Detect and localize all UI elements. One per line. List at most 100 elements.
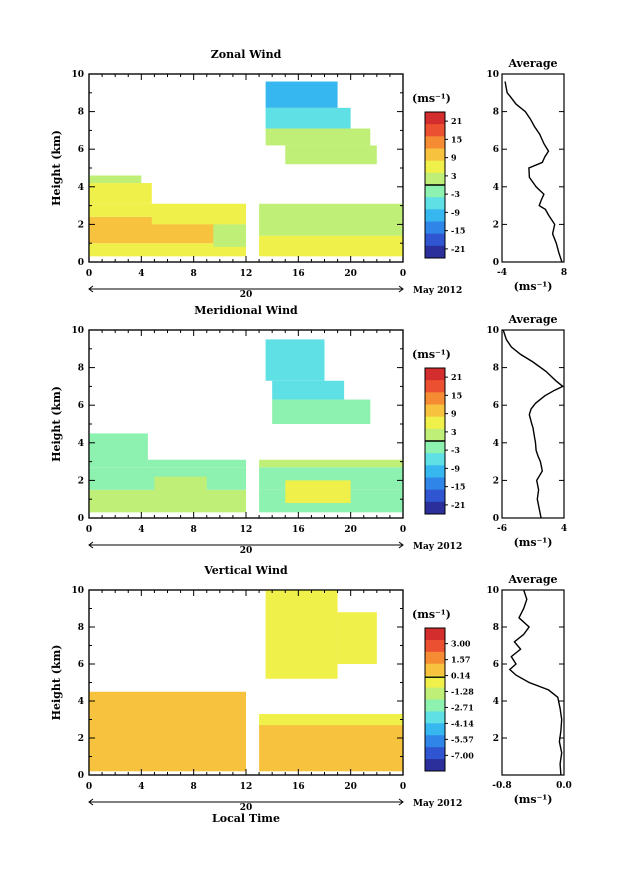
colorbar-tick-label: -21 [451,500,465,510]
data-cell [272,380,345,400]
profile-line [508,589,563,776]
data-cell [147,459,246,468]
colorbar-segment [425,148,445,162]
y-tick-label: 4 [78,697,84,707]
x-tick-label: 8 [191,269,197,279]
colorbar-segment [425,416,445,430]
y-tick-label: 2 [78,476,84,486]
colorbar-unit: (ms⁻¹) [412,608,451,621]
colorbar-segment [425,380,445,393]
colorbar-tick-label: -9 [451,463,460,473]
y-tick-label: 4 [78,439,84,449]
colorbar-segment [425,465,445,478]
x-tick-label: 0 [86,269,92,279]
y-tick-label: 0 [78,771,84,781]
profile-y-tick-label: 6 [493,145,499,155]
profile-x-tick-label: 0.0 [556,781,572,791]
data-cell [89,183,152,204]
data-cell [259,215,403,236]
x-tick-label: 8 [191,782,197,792]
panel-1: Meridional Wind 0 2 4 6 8 10 Height (km) 0 4 8 12 16… [50,304,567,556]
profile-y-tick-label: 4 [493,439,499,449]
colorbar-tick-label: 9 [451,409,457,419]
y-tick-label: 10 [71,70,84,80]
profile-x-tick-label: -0.8 [492,781,511,791]
profile-y-tick-label: 2 [493,734,499,744]
data-cell [89,243,246,257]
colorbar-segment [425,160,445,174]
date-bar-arrow [88,798,94,806]
data-cell [285,480,351,503]
x-tick-label: 0 [86,782,92,792]
profile-x-tick-label: -4 [497,268,507,278]
x-tick-label: 0 [400,269,406,279]
colorbar-segment [425,221,445,235]
panel-title: Zonal Wind [211,48,282,61]
y-tick-label: 0 [78,258,84,268]
x-tick-label: 4 [138,269,144,279]
x-tick-label: 4 [138,782,144,792]
profile-title: Average [507,57,557,70]
date-bar-arrow [88,541,94,549]
data-cell [259,713,403,726]
x-tick-label: 4 [138,525,144,535]
y-tick-label: 8 [78,364,84,374]
colorbar-tick-label: 0.14 [451,671,471,681]
colorbar-unit: (ms⁻¹) [412,348,451,361]
colorbar-tick-label: 1.57 [451,655,470,665]
y-tick-label: 4 [78,183,84,193]
colorbar-segment [425,172,445,186]
data-cell [265,128,371,146]
data-cell [259,725,403,772]
x-tick-label: 0 [400,525,406,535]
data-cell [285,145,377,165]
date-bar-arrow [398,285,404,293]
y-tick-label: 6 [78,145,84,155]
data-cell [265,81,338,108]
colorbar-tick-label: 15 [451,134,462,144]
colorbar-tick-label: -4.14 [451,718,474,728]
date-bar-arrow [88,285,94,293]
profile-y-tick-label: 10 [486,70,499,80]
profile-x-tick-label: -6 [497,524,507,534]
profile-x-label: (ms⁻¹) [514,280,553,293]
x-tick-label: 12 [240,525,253,535]
data-cell [151,207,246,225]
colorbar-tick-label: 3 [451,171,457,181]
profile-y-tick-label: 2 [493,220,499,230]
colorbar-segment [425,136,445,149]
colorbar-segment [425,639,445,653]
colorbar-tick-label: -1.28 [451,686,474,696]
colorbar-segment [425,124,445,137]
colorbar-tick-label: -9 [451,207,460,217]
x-tick-label: 8 [191,525,197,535]
data-cell [213,224,246,247]
profile-frame [501,73,565,263]
colorbar-unit: (ms⁻¹) [412,92,451,105]
date-label: 20 [240,546,253,556]
profile-y-tick-label: 10 [486,326,499,336]
x-tick-label: 12 [240,782,253,792]
y-axis-label: Height (km) [50,386,63,462]
colorbar-segment [425,209,445,222]
date-bar-arrow [398,541,404,549]
profile-x-tick-label: 8 [561,268,567,278]
colorbar-segment [425,233,445,247]
colorbar-tick-label: 15 [451,390,462,400]
month-label: May 2012 [413,542,462,552]
y-tick-label: 10 [71,586,84,596]
profile-title: Average [507,573,557,586]
date-label: 20 [240,290,253,300]
colorbar-segment [425,185,445,198]
colorbar-tick-label: 21 [451,116,462,126]
y-tick-label: 0 [78,514,84,524]
colorbar-segment [425,687,445,700]
x-axis-label: Local Time [212,812,280,825]
data-cell [265,590,338,679]
colorbar-tick-label: -2.71 [451,702,474,712]
profile-y-tick-label: 6 [493,660,499,670]
profile-y-tick-label: 10 [486,586,499,596]
data-cell [89,691,246,772]
x-tick-label: 0 [86,525,92,535]
